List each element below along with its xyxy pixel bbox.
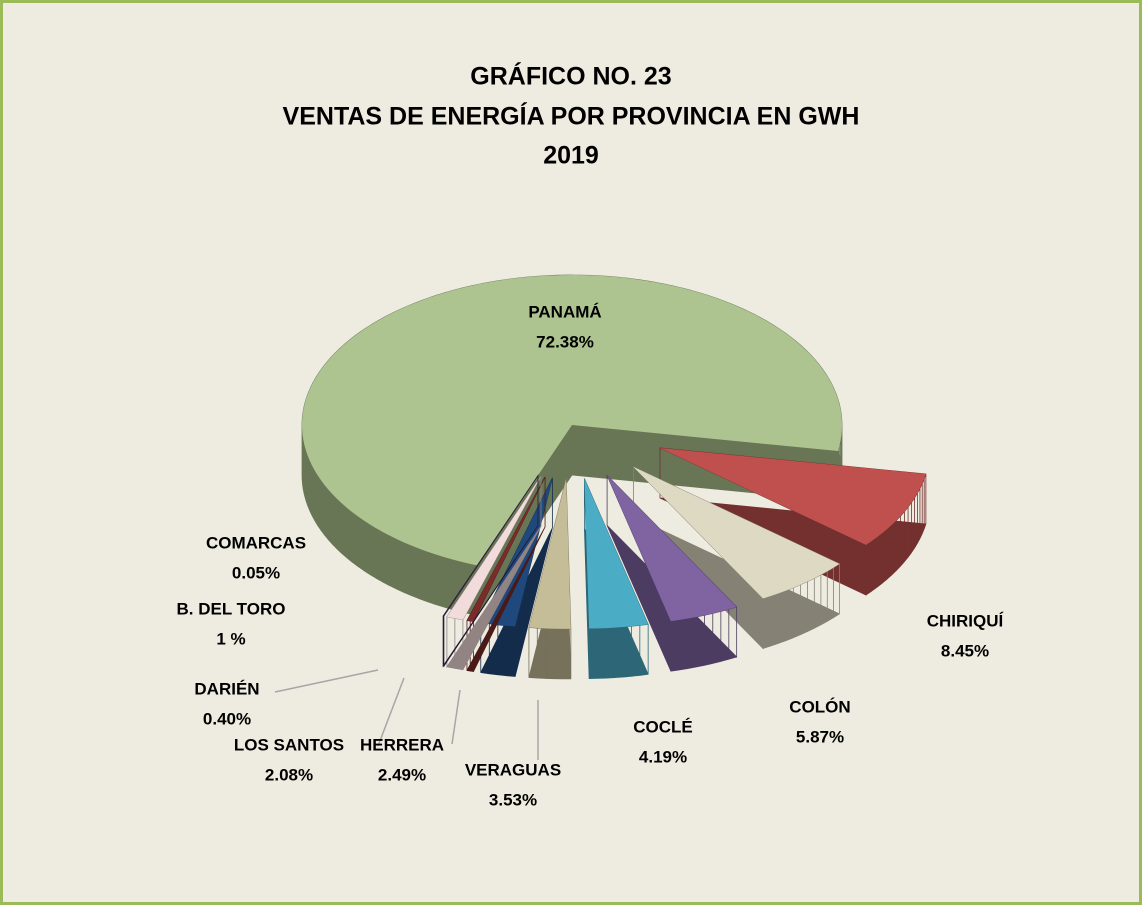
category-label: CHIRIQUÍ — [927, 611, 1005, 630]
value-label: 2.08% — [265, 765, 313, 784]
value-label: 2.49% — [378, 765, 426, 784]
chart-title: GRÁFICO NO. 23 — [470, 62, 671, 91]
category-label: VERAGUAS — [465, 760, 561, 779]
slice — [443, 475, 538, 617]
value-label: 0.40% — [203, 709, 251, 728]
category-label: LOS SANTOS — [234, 735, 344, 754]
leader-lines — [274, 669, 539, 760]
category-label: B. DEL TORO — [177, 599, 286, 618]
slice-side — [446, 474, 542, 671]
value-label: 8.45% — [941, 641, 989, 660]
leader-line — [451, 689, 461, 745]
slice — [528, 478, 571, 629]
slice-side — [466, 476, 546, 672]
value-label: 72.38% — [536, 332, 594, 351]
slice — [607, 475, 737, 622]
slice — [302, 275, 843, 566]
leader-line — [377, 677, 405, 747]
slice — [466, 476, 546, 622]
slice — [446, 476, 541, 620]
pie — [301, 274, 927, 680]
slice — [584, 478, 649, 629]
category-label: HERRERA — [360, 735, 444, 754]
value-label: 1 % — [216, 629, 245, 648]
slice — [633, 466, 840, 599]
category-label: DARIÉN — [194, 679, 259, 698]
chart-title: 2019 — [543, 142, 599, 170]
labels: PANAMÁ 72.38% CHIRIQUÍ 8.45% COLÓN 5.87% COCLÉ… — [177, 302, 1005, 809]
value-label: 0.05% — [232, 563, 280, 582]
category-label: COLÓN — [789, 697, 850, 716]
leader-line — [274, 669, 379, 693]
category-label: PANAMÁ — [528, 302, 601, 321]
chart-title: VENTAS DE ENERGÍA POR PROVINCIA EN GWH — [283, 102, 860, 131]
category-label: COCLÉ — [633, 717, 693, 736]
slice-side — [442, 474, 539, 668]
value-label: 3.53% — [489, 790, 537, 809]
slice — [659, 447, 926, 545]
value-label: 5.87% — [796, 727, 844, 746]
value-label: 4.19% — [639, 747, 687, 766]
category-label: COMARCAS — [206, 533, 306, 552]
